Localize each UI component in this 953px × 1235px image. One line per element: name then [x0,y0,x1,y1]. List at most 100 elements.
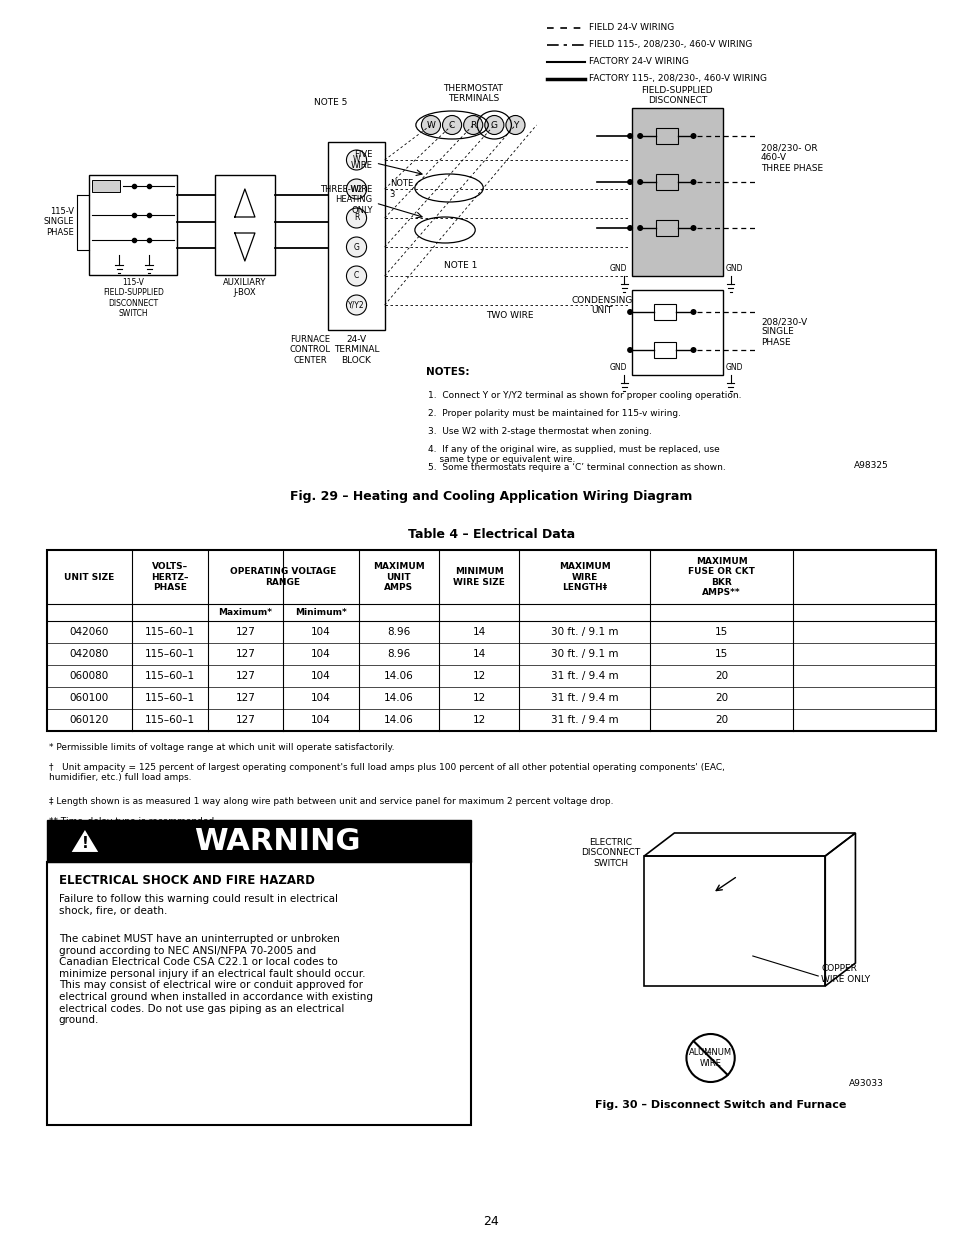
Text: MAXIMUM
UNIT
AMPS: MAXIMUM UNIT AMPS [373,562,424,592]
Text: 5.  Some thermostats require a ‘C’ terminal connection as shown.: 5. Some thermostats require a ‘C’ termin… [428,463,725,472]
Text: AUXILIARY
J-BOX: AUXILIARY J-BOX [223,278,266,298]
Text: R: R [354,214,359,222]
Text: WARNING: WARNING [193,826,360,856]
Text: VOLTS–
HERTZ–
PHASE: VOLTS– HERTZ– PHASE [151,562,189,592]
Circle shape [421,116,440,135]
Text: 1.  Connect Y or Y/Y2 terminal as shown for proper cooling operation.: 1. Connect Y or Y/Y2 terminal as shown f… [428,391,740,400]
Bar [47,550,935,731]
Text: 20: 20 [715,693,727,703]
Text: NOTE 5: NOTE 5 [314,98,347,107]
Text: 115-V
SINGLE
PHASE: 115-V SINGLE PHASE [43,207,73,237]
Circle shape [626,347,633,353]
Text: ** Time–delay type is recommended.: ** Time–delay type is recommended. [49,818,216,826]
Text: W: W [426,121,435,130]
Text: 208/230-V
SINGLE
PHASE: 208/230-V SINGLE PHASE [760,317,806,347]
Text: CONDENSING
UNIT: CONDENSING UNIT [571,296,632,315]
Text: NOTES:: NOTES: [425,367,469,377]
Text: 042080: 042080 [70,650,109,659]
Bar [328,142,384,330]
Text: 14.06: 14.06 [383,693,414,703]
Text: MAXIMUM
WIRE
LENGTH‡: MAXIMUM WIRE LENGTH‡ [558,562,610,592]
Text: 127: 127 [235,693,255,703]
Text: THERMOSTAT
TERMINALS: THERMOSTAT TERMINALS [443,84,502,103]
Text: 127: 127 [235,650,255,659]
Text: GND: GND [609,363,626,372]
Text: A93033: A93033 [848,1079,882,1088]
Text: 042060: 042060 [70,627,109,637]
Text: 30 ft. / 9.1 m: 30 ft. / 9.1 m [551,627,618,637]
Text: 30 ft. / 9.1 m: 30 ft. / 9.1 m [551,650,618,659]
Circle shape [346,207,366,228]
Circle shape [690,133,696,140]
Circle shape [637,179,642,185]
Text: NOTE
3: NOTE 3 [390,179,413,199]
Text: 060080: 060080 [70,671,109,680]
Text: 115–60–1: 115–60–1 [145,650,194,659]
Bar [656,220,678,236]
Text: 208/230- OR
460-V
THREE PHASE: 208/230- OR 460-V THREE PHASE [760,143,822,173]
Polygon shape [70,827,100,853]
Text: The cabinet MUST have an uninterrupted or unbroken
ground according to NEC ANSI/: The cabinet MUST have an uninterrupted o… [59,934,373,1025]
Text: 3.  Use W2 with 2-stage thermostat when zoning.: 3. Use W2 with 2-stage thermostat when z… [428,427,651,436]
Text: W2: W2 [350,184,362,194]
Text: 24: 24 [483,1215,498,1228]
Bar [47,862,471,1125]
Circle shape [463,116,482,135]
Circle shape [346,237,366,257]
Circle shape [346,179,366,199]
Text: * Permissible limits of voltage range at which unit will operate satisfactorily.: * Permissible limits of voltage range at… [49,743,394,752]
Text: GND: GND [609,264,626,273]
Bar [214,175,274,275]
Text: 104: 104 [311,715,331,725]
Text: ALUM̶NUM
WIRE: ALUM̶NUM WIRE [688,1049,731,1068]
Text: NOTE 1: NOTE 1 [444,261,477,270]
Text: Minimum*: Minimum* [294,608,346,618]
Bar [91,180,120,191]
Text: Fig. 30 – Disconnect Switch and Furnace: Fig. 30 – Disconnect Switch and Furnace [595,1100,845,1110]
Text: A98325: A98325 [853,461,887,471]
Bar [656,128,678,144]
Bar [282,551,284,604]
Bar [632,290,722,375]
Text: 127: 127 [235,627,255,637]
Text: 24-V
TERMINAL
BLOCK: 24-V TERMINAL BLOCK [334,335,379,364]
Text: C: C [449,121,455,130]
Text: 2.  Proper polarity must be maintained for 115-v wiring.: 2. Proper polarity must be maintained fo… [428,409,680,417]
Text: 31 ft. / 9.4 m: 31 ft. / 9.4 m [551,715,618,725]
Text: C: C [354,272,358,280]
Text: †   Unit ampacity = 125 percent of largest operating component's full load amps : † Unit ampacity = 125 percent of largest… [49,763,724,783]
Circle shape [690,347,696,353]
Text: 15: 15 [715,650,727,659]
Bar [632,107,722,275]
Text: Y/Y2: Y/Y2 [348,300,364,310]
Text: ELECTRIC
DISCONNECT
SWITCH: ELECTRIC DISCONNECT SWITCH [580,839,639,868]
Text: ELECTRICAL SHOCK AND FIRE HAZARD: ELECTRICAL SHOCK AND FIRE HAZARD [59,874,314,887]
Text: 115–60–1: 115–60–1 [145,627,194,637]
Circle shape [626,309,633,315]
Bar [643,856,824,986]
Circle shape [690,309,696,315]
Text: 4.  If any of the original wire, as supplied, must be replaced, use
    same typ: 4. If any of the original wire, as suppl… [428,445,719,464]
Text: FIELD 115-, 208/230-, 460-V WIRING: FIELD 115-, 208/230-, 460-V WIRING [588,41,752,49]
Text: 104: 104 [311,627,331,637]
Circle shape [505,116,524,135]
Text: 115–60–1: 115–60–1 [145,671,194,680]
Text: Y: Y [512,121,517,130]
Text: MINIMUM
WIRE SIZE: MINIMUM WIRE SIZE [453,567,505,587]
Text: FURNACE
CONTROL
CENTER: FURNACE CONTROL CENTER [290,335,331,364]
Text: FACTORY 115-, 208/230-, 460-V WIRING: FACTORY 115-, 208/230-, 460-V WIRING [588,74,766,84]
Text: Failure to follow this warning could result in electrical
shock, fire, or death.: Failure to follow this warning could res… [59,894,337,915]
Text: 104: 104 [311,671,331,680]
Text: FIELD 24-V WIRING: FIELD 24-V WIRING [588,23,674,32]
Text: 14.06: 14.06 [383,715,414,725]
Text: 31 ft. / 9.4 m: 31 ft. / 9.4 m [551,671,618,680]
Text: 12: 12 [472,671,485,680]
Circle shape [346,295,366,315]
Bar [47,820,471,862]
Circle shape [626,225,633,231]
Text: UNIT SIZE: UNIT SIZE [64,573,114,582]
Bar [654,342,676,358]
Text: Table 4 – Electrical Data: Table 4 – Electrical Data [407,529,575,541]
Text: Maximum*: Maximum* [218,608,273,618]
Text: W: W [353,156,360,164]
